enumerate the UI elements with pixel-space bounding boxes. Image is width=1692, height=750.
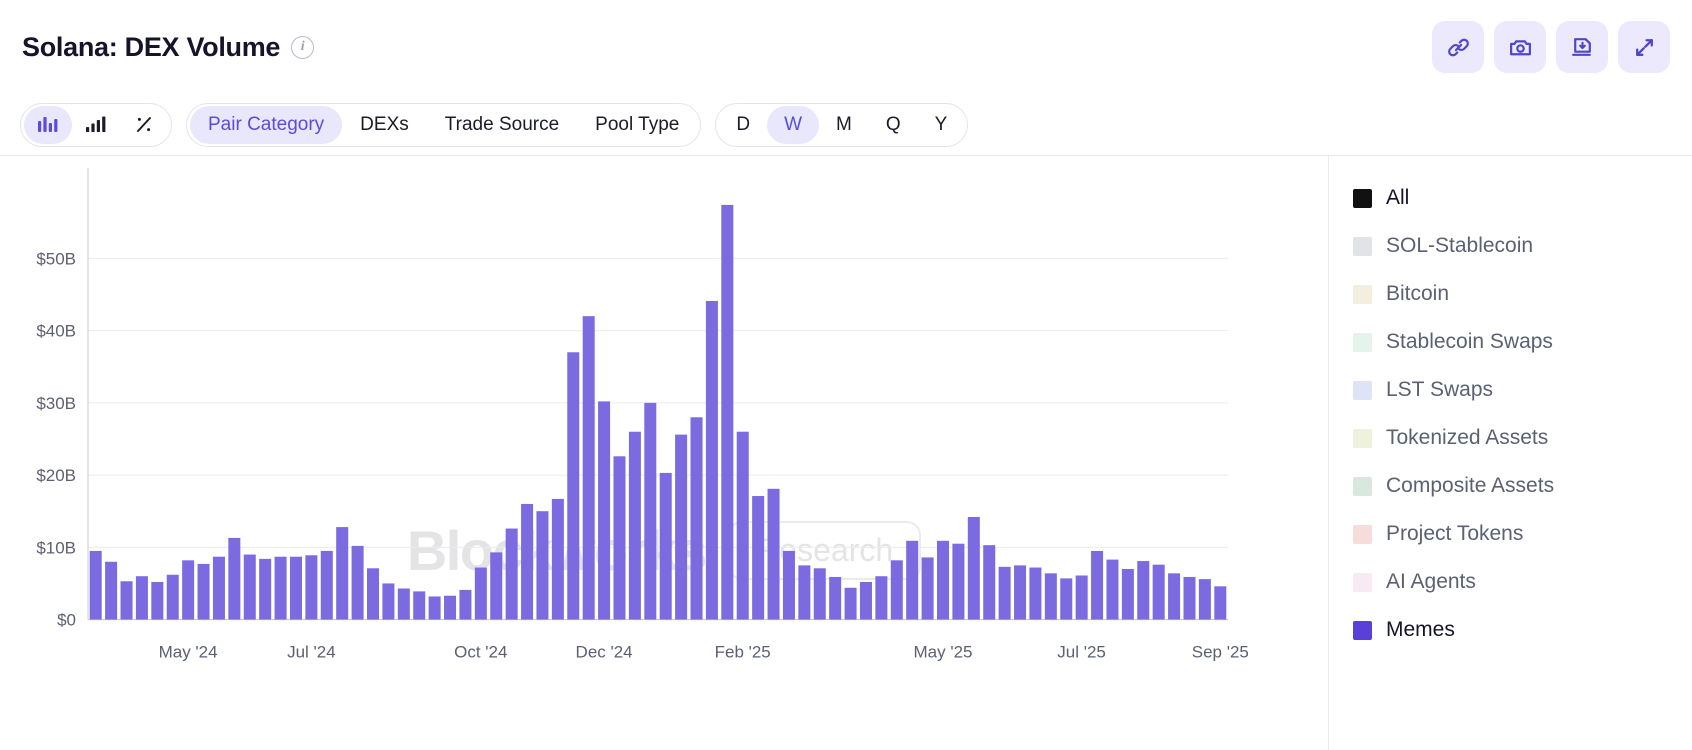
chart-type-bar[interactable] — [24, 105, 72, 144]
legend-swatch — [1353, 188, 1372, 208]
legend-panel: All SOL-Stablecoin Bitcoin Stablecoin Sw… — [1328, 156, 1692, 750]
info-icon[interactable]: i — [291, 35, 315, 59]
svg-text:$20B: $20B — [36, 466, 76, 485]
legend-label: Project Tokens — [1386, 522, 1524, 545]
period-d[interactable]: D — [736, 113, 751, 135]
legend-label: LST Swaps — [1386, 378, 1493, 401]
legend-item-bitcoin[interactable]: Bitcoin — [1353, 270, 1692, 318]
tab-pair-category[interactable]: Pair Category — [190, 105, 343, 144]
legend-swatch — [1353, 524, 1372, 544]
legend-swatch — [1353, 236, 1372, 256]
period-switcher: D W M Q Y — [715, 102, 969, 147]
legend-swatch — [1353, 620, 1372, 640]
legend-swatch — [1353, 284, 1372, 304]
bar-chart: $0 $10B $20B $30B $40B $50B May '24 Jul '24 Oct … — [36, 168, 1249, 662]
legend-label: Bitcoin — [1386, 282, 1450, 305]
legend-swatch — [1353, 380, 1372, 400]
legend-item-sol-stablecoin[interactable]: SOL-Stablecoin — [1353, 222, 1692, 270]
svg-text:Sep '25: Sep '25 — [1192, 643, 1249, 662]
legend-item-memes[interactable]: Memes — [1353, 606, 1692, 654]
chart-type-percent[interactable] — [120, 106, 168, 144]
svg-text:Jul '25: Jul '25 — [1057, 643, 1106, 662]
legend-label: AI Agents — [1386, 570, 1476, 593]
page-title: Solana: DEX Volume — [22, 31, 281, 62]
period-w[interactable]: W — [767, 105, 819, 144]
legend-swatch — [1353, 428, 1372, 448]
svg-text:$30B: $30B — [36, 394, 76, 413]
category-tabs: Pair Category DEXs Trade Source Pool Typ… — [186, 102, 702, 147]
tab-pool-type[interactable]: Pool Type — [595, 113, 680, 135]
download-button[interactable] — [1556, 21, 1608, 73]
legend-item-tokenized-assets[interactable]: Tokenized Assets — [1353, 414, 1692, 462]
header-actions — [1432, 21, 1670, 73]
title-group: Solana: DEX Volume i — [22, 31, 315, 63]
svg-text:May '25: May '25 — [914, 643, 973, 662]
tab-dexs[interactable]: DEXs — [360, 113, 409, 135]
chart-toolbar: Pair Category DEXs Trade Source Pool Typ… — [0, 94, 1692, 156]
legend-label: Tokenized Assets — [1386, 426, 1549, 449]
legend-item-lst-swaps[interactable]: LST Swaps — [1353, 366, 1692, 414]
legend-item-stablecoin-swaps[interactable]: Stablecoin Swaps — [1353, 318, 1692, 366]
screenshot-button[interactable] — [1494, 21, 1546, 73]
tab-trade-source[interactable]: Trade Source — [444, 113, 560, 135]
legend-swatch — [1353, 332, 1372, 352]
legend-label: Stablecoin Swaps — [1386, 330, 1553, 353]
legend-label: All — [1386, 186, 1410, 209]
legend-swatch — [1353, 572, 1372, 592]
svg-text:$10B: $10B — [36, 538, 76, 557]
period-m[interactable]: M — [836, 113, 852, 135]
chart-plot-area[interactable]: Blockworks Research $0$10B$20B$30B$40B$5… — [0, 156, 1328, 750]
legend-label: Memes — [1386, 618, 1455, 641]
svg-text:Dec '24: Dec '24 — [576, 643, 633, 662]
legend-item-all[interactable]: All — [1353, 174, 1692, 222]
svg-text:Feb '25: Feb '25 — [715, 643, 771, 662]
copy-link-button[interactable] — [1432, 21, 1484, 73]
chart-type-stacked-bar[interactable] — [72, 106, 120, 144]
legend-label: Composite Assets — [1386, 474, 1555, 497]
expand-button[interactable] — [1618, 21, 1670, 73]
legend-item-project-tokens[interactable]: Project Tokens — [1353, 510, 1692, 558]
legend-item-ai-agents[interactable]: AI Agents — [1353, 558, 1692, 606]
svg-text:$40B: $40B — [36, 322, 76, 341]
period-y[interactable]: Y — [934, 113, 948, 135]
widget-header: Solana: DEX Volume i — [0, 0, 1692, 94]
svg-text:$50B: $50B — [36, 249, 76, 268]
svg-text:Jul '24: Jul '24 — [287, 643, 336, 662]
legend-item-composite-assets[interactable]: Composite Assets — [1353, 462, 1692, 510]
svg-text:Oct '24: Oct '24 — [454, 643, 507, 662]
legend-swatch — [1353, 476, 1372, 496]
widget-body: Blockworks Research $0$10B$20B$30B$40B$5… — [0, 156, 1692, 750]
period-q[interactable]: Q — [885, 113, 901, 135]
svg-text:$0: $0 — [57, 611, 76, 630]
chart-type-switcher — [20, 102, 172, 147]
legend-label: SOL-Stablecoin — [1386, 234, 1534, 257]
svg-text:May '24: May '24 — [159, 643, 218, 662]
